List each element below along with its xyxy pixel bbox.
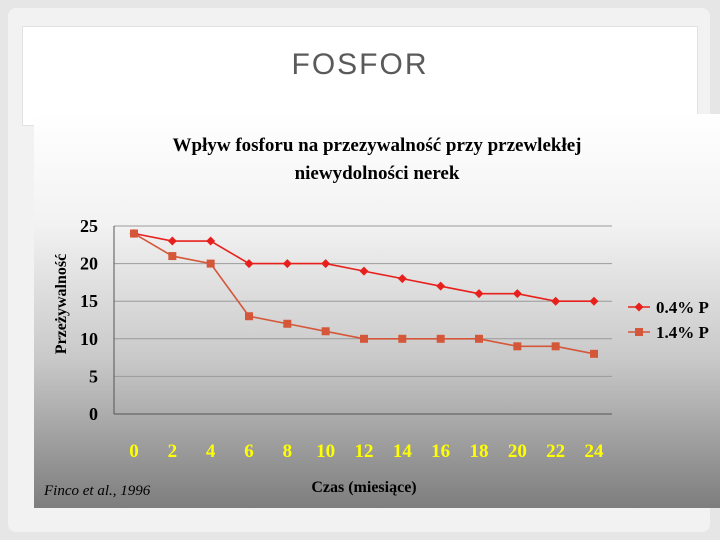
data-point	[590, 349, 598, 358]
y-axis-label: Przeżywalność	[53, 254, 70, 354]
y-tick-label: 0	[89, 404, 98, 424]
x-tick-label: 16	[431, 441, 450, 462]
source-citation: Finco et al., 1996	[43, 483, 151, 499]
data-point	[167, 236, 177, 246]
y-tick-label: 25	[80, 216, 98, 236]
data-point	[551, 342, 560, 351]
data-point	[206, 236, 216, 246]
data-point	[551, 296, 561, 306]
data-point	[206, 259, 215, 268]
chart-title-line-2: niewydolności nerek	[295, 163, 460, 184]
y-tick-label: 10	[80, 329, 98, 349]
legend-label-1: 0.4% P	[656, 298, 709, 317]
x-tick-label: 4	[206, 441, 216, 462]
data-point	[436, 281, 446, 291]
legend-marker-2	[635, 328, 643, 336]
x-tick-label: 20	[508, 441, 527, 462]
data-point	[513, 342, 522, 351]
x-tick-label: 24	[585, 441, 605, 462]
x-tick-label: 14	[393, 441, 413, 462]
chart-title-line-1: Wpływ fosforu na przezywalność przy prze…	[173, 135, 582, 156]
x-tick-label: 6	[244, 441, 254, 462]
data-point	[168, 252, 177, 261]
x-tick-label: 8	[283, 441, 293, 462]
data-point	[474, 289, 484, 299]
x-tick-label: 18	[470, 441, 489, 462]
data-point	[436, 334, 445, 343]
data-point	[512, 289, 522, 299]
data-point	[321, 259, 331, 269]
x-tick-label: 10	[316, 441, 335, 462]
title-area	[22, 26, 698, 126]
y-tick-label: 20	[80, 254, 98, 274]
x-tick-label: 0	[129, 441, 139, 462]
y-tick-label: 5	[89, 366, 98, 386]
x-tick-label: 22	[546, 441, 565, 462]
data-point	[283, 319, 292, 328]
data-point	[360, 334, 368, 343]
chart-panel: Wpływ fosforu na przezywalność przy prze…	[34, 114, 720, 508]
data-point	[475, 334, 483, 343]
data-point	[321, 327, 330, 336]
survival-chart: Wpływ fosforu na przezywalność przy prze…	[43, 135, 709, 499]
data-point	[244, 259, 254, 269]
y-tick-label: 15	[80, 291, 98, 311]
data-point	[397, 274, 407, 284]
slide-title: FOSFOR	[291, 48, 429, 81]
x-tick-label: 2	[168, 441, 178, 462]
x-tick-label: 12	[355, 441, 374, 462]
x-axis-label: Czas (miesiące)	[311, 479, 416, 496]
data-point	[398, 334, 407, 343]
data-point	[130, 229, 138, 238]
legend-marker-1	[634, 302, 644, 312]
legend-label-2: 1.4% P	[656, 323, 709, 342]
data-point	[589, 296, 599, 306]
data-point	[245, 312, 253, 321]
data-point	[282, 259, 292, 269]
data-point	[359, 266, 369, 276]
